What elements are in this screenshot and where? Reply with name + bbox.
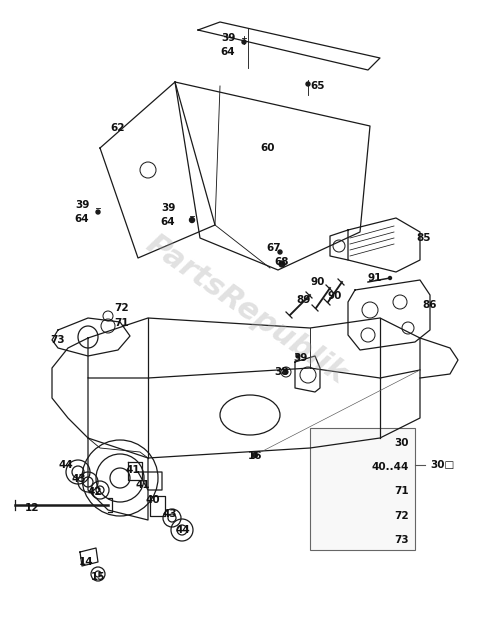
Text: 42: 42 [88,487,102,497]
Text: 73: 73 [395,535,409,545]
Circle shape [306,82,310,86]
Circle shape [189,217,194,222]
Text: 38: 38 [275,367,289,377]
Text: 44: 44 [176,525,190,535]
Text: 40..44: 40..44 [371,462,409,472]
Text: 43: 43 [72,474,86,484]
Text: 72: 72 [115,303,129,313]
Text: 15: 15 [91,572,105,582]
Circle shape [389,277,392,280]
Text: 86: 86 [423,300,437,310]
Text: 30□: 30□ [430,459,454,470]
Text: 39: 39 [293,353,307,363]
Text: 62: 62 [111,123,125,133]
Bar [310,428,415,550]
Text: 60: 60 [261,143,275,153]
Text: 85: 85 [417,233,431,243]
Text: 16: 16 [248,451,262,461]
Text: 73: 73 [51,335,65,345]
Text: 41: 41 [136,480,151,490]
Text: 89: 89 [297,295,311,305]
Text: 41: 41 [125,465,140,475]
Circle shape [278,250,282,254]
Text: 40: 40 [146,495,160,505]
Circle shape [284,370,288,374]
Text: 90: 90 [311,277,325,287]
Text: 71: 71 [115,318,129,328]
Text: 67: 67 [267,243,281,253]
Circle shape [296,354,300,358]
Text: 39: 39 [161,203,175,213]
Circle shape [96,210,100,214]
Circle shape [242,40,246,44]
Text: 64: 64 [75,214,90,224]
Text: 72: 72 [395,511,409,521]
Text: 71: 71 [395,487,409,496]
Text: 39: 39 [221,33,235,43]
Text: PartsRepublik: PartsRepublik [140,229,352,390]
Text: 12: 12 [25,503,39,513]
Text: 68: 68 [275,257,289,267]
Text: 90: 90 [328,291,342,301]
Text: 44: 44 [59,460,73,470]
Circle shape [279,261,285,267]
Text: 39: 39 [75,200,89,210]
Text: 91: 91 [368,273,382,283]
Circle shape [252,452,257,457]
Text: 64: 64 [161,217,175,227]
Text: 30: 30 [395,438,409,448]
Text: 14: 14 [79,557,93,567]
Text: 64: 64 [221,47,235,57]
Text: 65: 65 [311,81,325,91]
Text: 43: 43 [163,509,177,519]
